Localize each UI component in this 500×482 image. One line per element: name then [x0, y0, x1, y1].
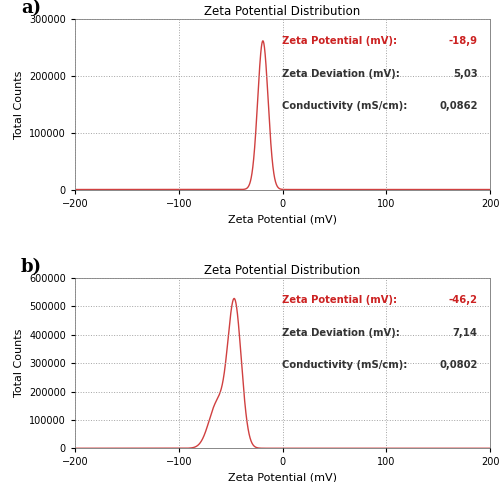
Y-axis label: Total Counts: Total Counts — [14, 329, 24, 397]
Y-axis label: Total Counts: Total Counts — [14, 70, 24, 139]
Title: Zeta Potential Distribution: Zeta Potential Distribution — [204, 5, 360, 18]
Text: 0,0862: 0,0862 — [439, 101, 478, 111]
X-axis label: Zeta Potential (mV): Zeta Potential (mV) — [228, 214, 337, 224]
Text: -46,2: -46,2 — [448, 295, 478, 305]
Text: 7,14: 7,14 — [452, 327, 477, 337]
Text: 5,03: 5,03 — [453, 69, 477, 79]
Text: Zeta Deviation (mV):: Zeta Deviation (mV): — [282, 69, 401, 79]
Text: Zeta Potential (mV):: Zeta Potential (mV): — [282, 37, 398, 46]
Text: -18,9: -18,9 — [448, 37, 478, 46]
Text: Zeta Potential (mV):: Zeta Potential (mV): — [282, 295, 398, 305]
Text: Conductivity (mS/cm):: Conductivity (mS/cm): — [282, 101, 408, 111]
Title: Zeta Potential Distribution: Zeta Potential Distribution — [204, 264, 360, 277]
Text: Conductivity (mS/cm):: Conductivity (mS/cm): — [282, 360, 408, 370]
Text: 0,0802: 0,0802 — [439, 360, 478, 370]
Text: a): a) — [21, 0, 41, 17]
Text: b): b) — [21, 257, 42, 276]
X-axis label: Zeta Potential (mV): Zeta Potential (mV) — [228, 473, 337, 482]
Text: Zeta Deviation (mV):: Zeta Deviation (mV): — [282, 327, 401, 337]
